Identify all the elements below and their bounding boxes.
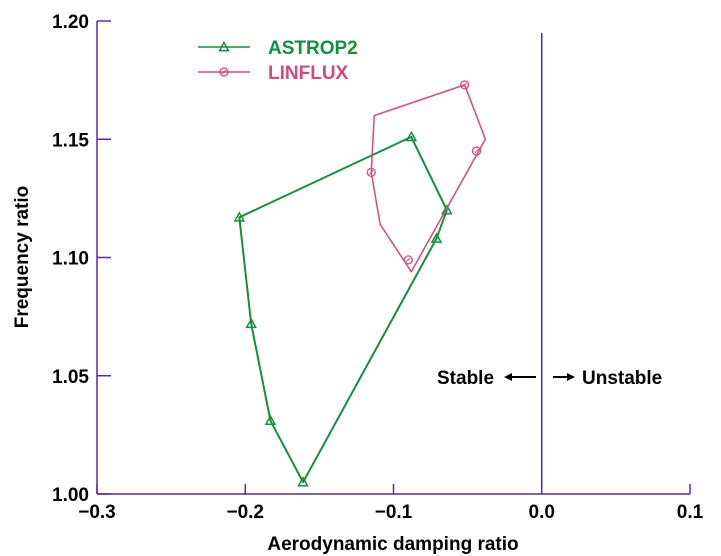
circle-marker-slash bbox=[462, 82, 468, 88]
legend-item: ASTROP2 bbox=[198, 38, 358, 59]
x-tick-label: −0.1 bbox=[375, 502, 413, 523]
y-tick-label: 1.00 bbox=[52, 485, 89, 506]
y-tick-label: 1.20 bbox=[52, 12, 89, 33]
x-tick-label: 0.0 bbox=[529, 502, 555, 523]
x-tick-label: −0.2 bbox=[226, 502, 264, 523]
triangle-marker bbox=[405, 130, 418, 142]
triangle-marker bbox=[233, 211, 246, 222]
circle-marker bbox=[366, 167, 376, 178]
triangle-marker bbox=[430, 232, 443, 243]
circle-marker-slash bbox=[474, 148, 479, 154]
legend-label: ASTROP2 bbox=[268, 38, 358, 59]
annotation-unstable: Unstable bbox=[582, 368, 662, 389]
circle-marker bbox=[471, 146, 482, 156]
circle-marker-slash bbox=[368, 170, 374, 175]
triangle-marker bbox=[245, 317, 257, 329]
y-tick-label: 1.10 bbox=[52, 249, 89, 270]
arrow-left-icon bbox=[504, 373, 536, 381]
y-tick-label: 1.15 bbox=[52, 130, 89, 151]
series-line bbox=[238, 135, 448, 484]
circle-marker bbox=[219, 67, 229, 77]
x-tick-label: 0.1 bbox=[677, 502, 704, 523]
triangle-marker bbox=[297, 476, 309, 487]
circle-marker bbox=[460, 80, 470, 90]
axes: −0.3 −0.2 −0.1 0.0 0.1 1.00 1.05 1.10 1.15 1.20 bbox=[52, 12, 704, 523]
y-tick-label: 1.05 bbox=[52, 367, 89, 388]
series-astrop2 bbox=[233, 130, 453, 487]
legend-label: LINFLUX bbox=[268, 63, 349, 84]
circle-marker-slash bbox=[405, 257, 411, 263]
y-axis-title: Frequency ratio bbox=[12, 186, 33, 329]
arrow-right-icon bbox=[553, 373, 575, 381]
legend-item: LINFLUX bbox=[198, 63, 349, 84]
series-line bbox=[370, 84, 487, 273]
series-linflux bbox=[366, 80, 487, 273]
triangle-marker bbox=[218, 40, 230, 52]
x-axis-title: Aerodynamic damping ratio bbox=[267, 534, 518, 555]
series-layer bbox=[233, 80, 487, 487]
annotation-stable: Stable bbox=[437, 368, 494, 389]
circle-marker bbox=[403, 255, 413, 265]
legend: ASTROP2 LINFLUX bbox=[198, 38, 358, 84]
x-tick-label: −0.3 bbox=[78, 502, 116, 523]
circle-marker-slash bbox=[221, 69, 227, 75]
triangle-marker bbox=[264, 414, 277, 426]
triangle-marker bbox=[441, 204, 453, 215]
